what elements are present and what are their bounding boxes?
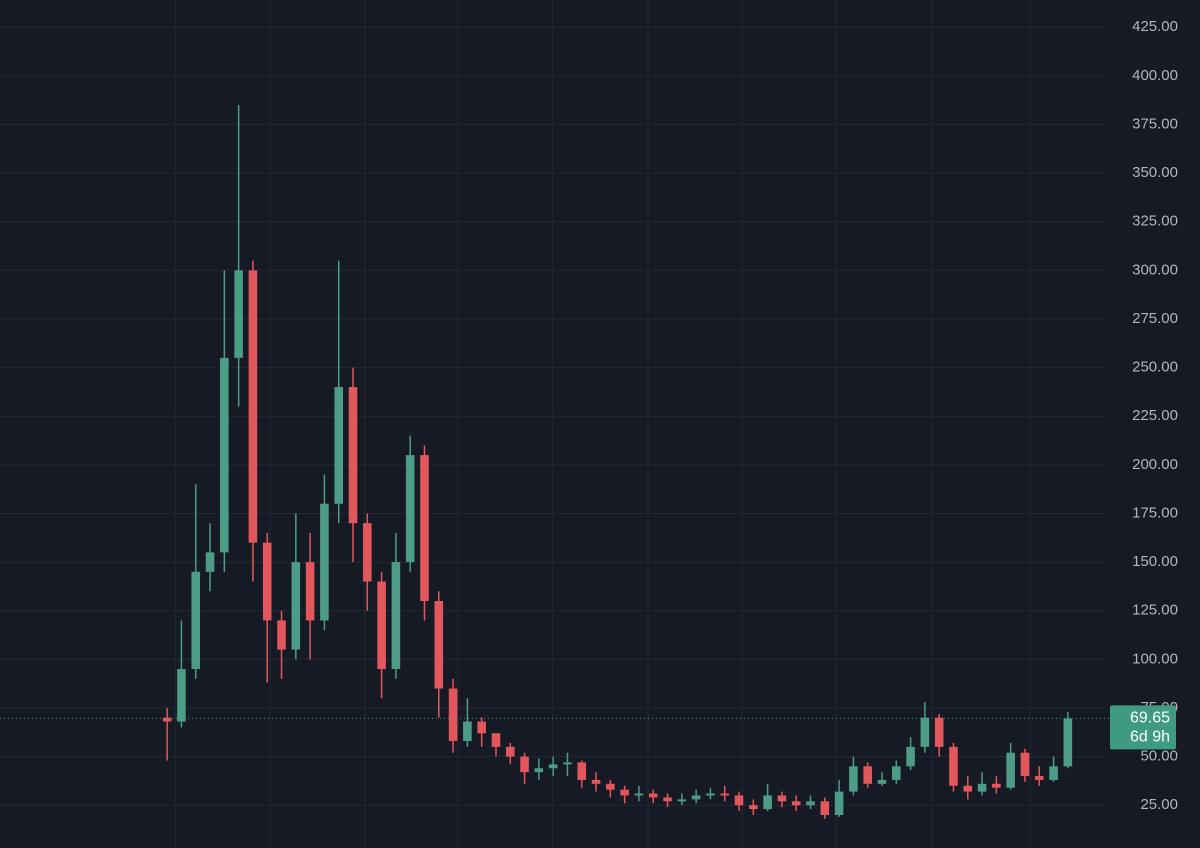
candle-body: [491, 733, 501, 747]
candle-body: [706, 793, 715, 796]
candle-body: [334, 387, 343, 504]
candle-body: [777, 795, 787, 802]
y-tick-label: 200.00: [1132, 456, 1178, 473]
candle-body: [1006, 752, 1015, 788]
countdown-label: 6d 9h: [1130, 729, 1170, 746]
candle-body: [920, 717, 930, 747]
candle-body: [892, 766, 901, 780]
candle-body: [734, 795, 744, 806]
candle-body: [191, 571, 201, 670]
y-tick-label: 350.00: [1132, 164, 1178, 181]
candle-body: [348, 387, 358, 524]
candle-body: [863, 766, 872, 784]
candle-body: [177, 669, 186, 722]
candle-body: [691, 795, 701, 800]
candle-body: [205, 552, 215, 572]
y-tick-label: 100.00: [1132, 650, 1178, 667]
candle-body: [648, 793, 658, 798]
candle-body: [591, 779, 601, 784]
candle-body: [305, 562, 315, 621]
candle-body: [420, 455, 429, 601]
candle-body: [434, 600, 444, 689]
y-tick-label: 425.00: [1132, 18, 1178, 35]
candle-body: [220, 357, 229, 553]
candle-body: [520, 756, 529, 773]
candle-body: [162, 717, 172, 722]
candle-body: [877, 779, 887, 784]
candle-body: [548, 764, 558, 769]
candle-body: [977, 783, 987, 792]
candle-body: [763, 795, 772, 810]
y-tick-label: 325.00: [1132, 213, 1178, 230]
candle-body: [577, 762, 587, 780]
y-tick-label: 150.00: [1132, 553, 1178, 570]
candle-body: [634, 793, 644, 796]
candle-body: [320, 503, 329, 621]
y-tick-label: 225.00: [1132, 407, 1178, 424]
candle-body: [677, 799, 687, 802]
candle-body: [477, 721, 486, 734]
candle-body: [949, 746, 958, 786]
y-tick-label: 50.00: [1140, 748, 1178, 765]
candle-body: [363, 523, 372, 582]
candle-body: [849, 766, 858, 792]
candle-body: [934, 717, 944, 747]
candle-body: [806, 801, 815, 806]
candle-body: [534, 768, 544, 773]
candle-body: [1063, 718, 1073, 767]
candle-body: [606, 783, 615, 790]
candle-body: [234, 270, 243, 358]
y-tick-label: 375.00: [1132, 115, 1178, 132]
candle-body: [405, 455, 415, 563]
y-tick-label: 125.00: [1132, 602, 1178, 619]
candle-body: [720, 793, 730, 796]
candle-body: [620, 789, 629, 796]
candle-body: [463, 721, 472, 742]
candle-body: [834, 791, 844, 815]
last-price-label: 69.65: [1130, 710, 1170, 727]
y-tick-label: 275.00: [1132, 310, 1178, 327]
y-tick-label: 175.00: [1132, 504, 1178, 521]
candle-body: [262, 542, 272, 621]
candle-body: [505, 746, 515, 757]
candle-body: [1020, 752, 1030, 777]
y-tick-label: 25.00: [1140, 796, 1178, 813]
candle-body: [663, 797, 672, 802]
candle-body: [448, 688, 458, 742]
candle-body: [906, 746, 915, 767]
candle-body: [1034, 776, 1044, 780]
candle-body: [963, 785, 973, 792]
candle-body: [377, 581, 386, 670]
candle-body: [1049, 766, 1058, 780]
y-tick-label: 400.00: [1132, 67, 1178, 84]
last-price-badge: [1110, 705, 1176, 750]
candle-body: [563, 762, 572, 765]
y-tick-label: 300.00: [1132, 261, 1178, 278]
candle-body: [820, 801, 830, 815]
candle-body: [248, 270, 258, 543]
candle-body: [291, 562, 301, 650]
candle-body: [749, 805, 758, 810]
candle-body: [791, 801, 801, 806]
candle-body: [277, 620, 286, 650]
candle-body: [391, 562, 401, 670]
time-grid: [174, 0, 1031, 848]
candle-body: [992, 783, 1001, 788]
y-tick-label: 250.00: [1132, 359, 1178, 376]
